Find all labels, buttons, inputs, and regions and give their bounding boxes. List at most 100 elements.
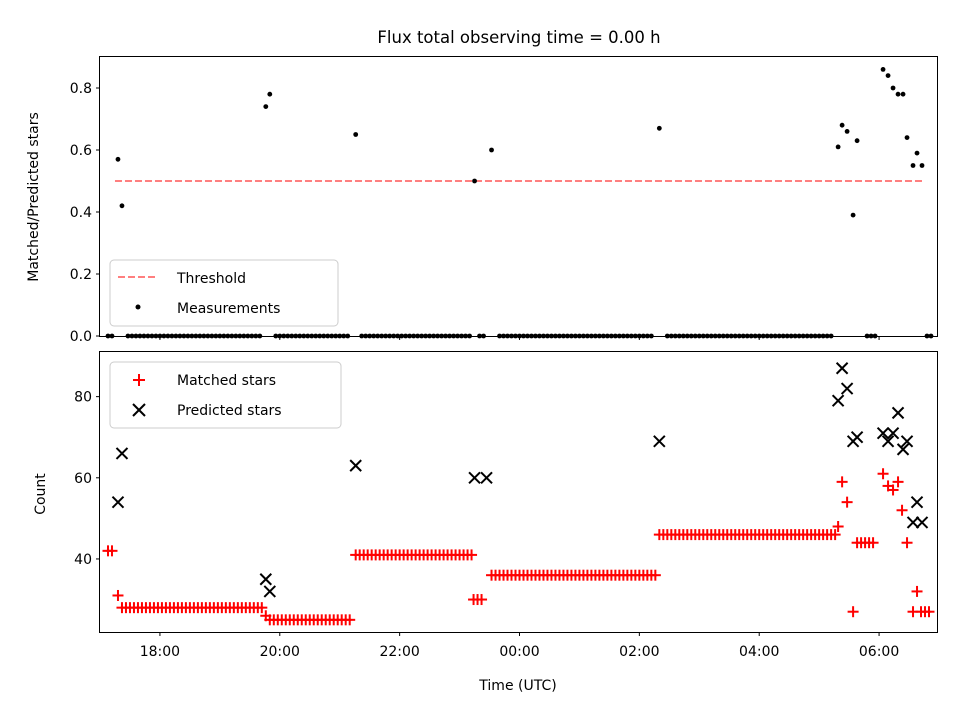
measurement-point: [263, 104, 269, 109]
measurement-point: [885, 73, 891, 78]
measurement-point: [489, 147, 494, 153]
predicted-star-stroke: [835, 362, 849, 375]
measurement-point: [904, 135, 910, 141]
x-axis-label: Time (UTC): [478, 678, 556, 694]
bottom-axes-frame: [99, 351, 938, 633]
top-y-axis-label: Matched/Predicted stars: [26, 112, 42, 282]
matched-star-marker: [896, 504, 908, 516]
bottom-x-tick-label: 22:00: [379, 644, 419, 660]
bottom-legend-box: [109, 361, 342, 429]
predicted-star-stroke: [115, 447, 129, 460]
predicted-star-marker: [876, 426, 890, 440]
predicted-star-stroke: [876, 426, 890, 440]
matched-star-marker: [112, 589, 124, 601]
top-axes-ticks: 0.0 0.2 0.4 0.6 0.8: [70, 81, 880, 345]
bottom-y-tick-label: 40: [74, 552, 92, 568]
predicted-legend-swatch: [132, 403, 146, 417]
predicted-star-stroke: [886, 426, 900, 440]
measurement-point: [656, 125, 662, 131]
top-y-tick-label: 0.0: [70, 329, 92, 345]
predicted-star-marker: [263, 585, 277, 598]
matched-star-marker: [466, 549, 478, 561]
measurements-legend-swatch: [135, 304, 141, 310]
bottom-axes-ticks: 40 60 80 18:00 20:00 22:00 00:00 02:00 04:00 06:0…: [74, 390, 899, 660]
measurement-point: [839, 122, 845, 128]
measurements-legend-label: Measurements: [177, 301, 280, 317]
measurement-point: [844, 129, 850, 134]
predicted-star-stroke: [349, 459, 362, 472]
measurement-point: [919, 163, 925, 168]
measurement-point: [353, 132, 359, 137]
predicted-star-marker: [910, 495, 924, 509]
matched-star-marker: [841, 496, 853, 508]
predicted-star-marker: [850, 431, 864, 444]
measurement-point: [835, 144, 841, 150]
bottom-y-axis-label: Count: [33, 473, 49, 515]
matched-star-marker: [892, 476, 904, 488]
top-axes-frame: [99, 56, 938, 337]
top-y-tick-label: 0.4: [70, 205, 92, 221]
predicted-legend-label: Predicted stars: [177, 403, 282, 419]
threshold-legend-label: Threshold: [176, 271, 246, 287]
predicted-star-stroke: [915, 516, 929, 529]
predicted-star-stroke: [906, 516, 920, 529]
bottom-x-tick-label: 02:00: [619, 644, 659, 660]
predicted-star-marker: [115, 447, 129, 460]
measurement-point: [880, 67, 886, 72]
predicted-star-stroke: [111, 495, 125, 509]
measurement-point: [854, 138, 860, 144]
predicted-star-stroke: [480, 471, 493, 485]
measurement-point: [850, 212, 856, 218]
matched-star-marker: [106, 545, 118, 557]
matched-star-marker: [476, 594, 488, 606]
predicted-star-marker: [915, 516, 929, 529]
bottom-x-tick-label: 00:00: [499, 644, 539, 660]
predicted-star-stroke: [468, 471, 481, 485]
matched-star-marker: [877, 468, 889, 480]
matched-star-marker: [923, 606, 935, 618]
bottom-plot-area: [102, 362, 935, 626]
predicted-star-stroke: [259, 573, 273, 586]
measurement-point: [119, 203, 125, 209]
predicted-star-marker: [881, 435, 895, 448]
predicted-star-marker: [900, 435, 914, 448]
matched-star-marker: [867, 537, 879, 549]
matched-legend-label: Matched stars: [177, 373, 276, 389]
predicted-star-marker: [259, 573, 273, 586]
top-legend: Threshold Measurements: [109, 259, 339, 327]
matched-star-marker: [256, 602, 268, 614]
matched-star-marker: [887, 484, 899, 496]
predicted-star-stroke: [891, 406, 905, 420]
predicted-star-stroke: [831, 394, 845, 407]
bottom-y-tick-label: 60: [74, 471, 92, 487]
bottom-legend: Matched stars Predicted stars: [109, 361, 342, 429]
measurement-point: [900, 91, 906, 97]
matched-star-marker: [847, 606, 859, 618]
predicted-star-marker: [906, 516, 920, 529]
chart-title: Flux total observing time = 0.00 h: [377, 28, 660, 47]
matched-star-marker: [911, 585, 923, 597]
matched-star-marker: [829, 529, 841, 541]
predicted-star-marker: [896, 443, 910, 456]
matched-star-marker: [832, 520, 844, 532]
predicted-star-marker: [480, 471, 493, 485]
measurement-point: [890, 85, 896, 91]
bottom-y-tick-label: 80: [74, 390, 92, 406]
predicted-star-marker: [349, 459, 362, 472]
top-y-tick-label: 0.8: [70, 81, 92, 97]
matched-star-marker: [901, 537, 913, 549]
measurement-point: [115, 156, 121, 162]
predicted-star-marker: [653, 435, 666, 448]
predicted-star-stroke: [653, 435, 666, 448]
predicted-star-marker: [886, 426, 900, 440]
predicted-star-marker: [111, 495, 125, 509]
measurement-point: [267, 91, 273, 97]
predicted-star-marker: [835, 362, 849, 375]
matched-star-marker: [344, 614, 356, 626]
bottom-x-tick-label: 04:00: [739, 644, 779, 660]
predicted-star-marker: [840, 382, 854, 395]
predicted-star-stroke: [263, 585, 277, 598]
predicted-star-stroke: [881, 435, 895, 448]
